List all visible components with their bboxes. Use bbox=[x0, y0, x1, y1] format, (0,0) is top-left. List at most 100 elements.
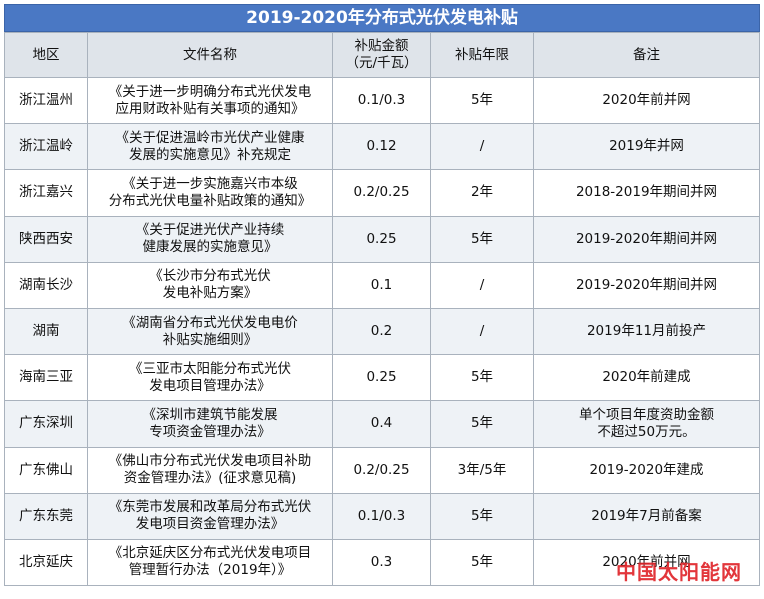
cell-years: 5年 bbox=[430, 538, 534, 587]
cell-document: 《湖南省分布式光伏发电电价 补贴实施细则》 bbox=[87, 307, 333, 356]
cell-amount: 0.2 bbox=[332, 307, 431, 356]
table-title: 2019-2020年分布式光伏发电补贴 bbox=[4, 4, 760, 32]
note-text: 2019-2020年期间并网 bbox=[575, 276, 718, 293]
cell-region: 浙江温岭 bbox=[4, 123, 88, 171]
document-text: 《长沙市分布式光伏 发电补贴方案》 bbox=[149, 268, 271, 302]
cell-note: 2020年前并网 bbox=[533, 538, 760, 587]
subsidy-table-wrapper: 2019-2020年分布式光伏发电补贴 地区 文件名称 补贴金额 （元/千瓦） … bbox=[4, 4, 760, 587]
cell-note: 2019年7月前备案 bbox=[533, 492, 760, 540]
cell-amount: 0.25 bbox=[332, 354, 431, 402]
table-row: 陕西西安 《关于促进光伏产业持续 健康发展的实施意见》 0.25 5年 2019-202… bbox=[4, 215, 760, 263]
document-text: 《关于进一步明确分布式光伏发电 应用财政补贴有关事项的通知》 bbox=[108, 83, 312, 117]
cell-note: 2020年前建成 bbox=[533, 354, 760, 402]
header-years: 补贴年限 bbox=[430, 32, 534, 78]
cell-years: / bbox=[430, 123, 534, 171]
table-body: 浙江温州 《关于进一步明确分布式光伏发电 应用财政补贴有关事项的通知》 0.1/0.… bbox=[4, 76, 760, 587]
cell-document: 《长沙市分布式光伏 发电补贴方案》 bbox=[87, 261, 333, 309]
cell-years: 5年 bbox=[430, 492, 534, 540]
cell-years: / bbox=[430, 261, 534, 309]
header-document: 文件名称 bbox=[87, 32, 333, 78]
note-text: 2019年7月前备案 bbox=[591, 507, 702, 524]
watermark-logo: 中国太阳能网 bbox=[616, 560, 742, 584]
cell-amount: 0.3 bbox=[332, 538, 431, 587]
cell-note: 2019-2020年建成 bbox=[533, 446, 760, 494]
note-text: 2020年前并网 bbox=[602, 92, 691, 109]
subsidy-table: 地区 文件名称 补贴金额 （元/千瓦） 补贴年限 备注 浙江温州 《关于进一步明确… bbox=[4, 32, 760, 587]
table-row: 北京延庆 《北京延庆区分布式光伏发电项目 管理暂行办法（2019年）》 0.3 5年 2… bbox=[4, 538, 760, 587]
cell-note: 2020年前并网 bbox=[533, 76, 760, 125]
cell-note: 2019-2020年期间并网 bbox=[533, 215, 760, 263]
cell-years: 5年 bbox=[430, 400, 534, 448]
cell-region: 北京延庆 bbox=[4, 538, 88, 587]
cell-note: 2018-2019年期间并网 bbox=[533, 169, 760, 217]
document-text: 《北京延庆区分布式光伏发电项目 管理暂行办法（2019年）》 bbox=[108, 545, 312, 579]
cell-region: 浙江温州 bbox=[4, 76, 88, 125]
header-amount-text: 补贴金额 （元/千瓦） bbox=[345, 38, 418, 71]
cell-region: 海南三亚 bbox=[4, 354, 88, 402]
cell-region: 广东东莞 bbox=[4, 492, 88, 540]
note-text: 2019年并网 bbox=[609, 138, 684, 155]
header-row: 地区 文件名称 补贴金额 （元/千瓦） 补贴年限 备注 bbox=[4, 32, 760, 78]
cell-amount: 0.1/0.3 bbox=[332, 76, 431, 125]
cell-amount: 0.12 bbox=[332, 123, 431, 171]
cell-years: 5年 bbox=[430, 354, 534, 402]
header-region: 地区 bbox=[4, 32, 88, 78]
document-text: 《湖南省分布式光伏发电电价 补贴实施细则》 bbox=[122, 314, 298, 348]
document-text: 《深圳市建筑节能发展 专项资金管理办法》 bbox=[142, 406, 278, 440]
note-text: 2019年11月前投产 bbox=[586, 323, 707, 340]
cell-document: 《北京延庆区分布式光伏发电项目 管理暂行办法（2019年）》 bbox=[87, 538, 333, 587]
table-row: 湖南长沙 《长沙市分布式光伏 发电补贴方案》 0.1/ 2019-2020年期间并网 bbox=[4, 261, 760, 309]
cell-region: 浙江嘉兴 bbox=[4, 169, 88, 217]
document-text: 《关于进一步实施嘉兴市本级 分布式光伏电量补贴政策的通知》 bbox=[108, 175, 312, 209]
cell-amount: 0.1 bbox=[332, 261, 431, 309]
cell-years: 3年/5年 bbox=[430, 446, 534, 494]
header-amount: 补贴金额 （元/千瓦） bbox=[332, 32, 431, 78]
note-text: 2019-2020年建成 bbox=[589, 461, 704, 478]
cell-document: 《关于进一步明确分布式光伏发电 应用财政补贴有关事项的通知》 bbox=[87, 76, 333, 125]
cell-amount: 0.2/0.25 bbox=[332, 446, 431, 494]
note-text: 2018-2019年期间并网 bbox=[575, 184, 718, 201]
document-text: 《佛山市分布式光伏发电项目补助 资金管理办法》(征求意见稿) bbox=[108, 453, 312, 487]
cell-note: 2019-2020年期间并网 bbox=[533, 261, 760, 309]
document-text: 《关于促进温岭市光伏产业健康 发展的实施意见》补充规定 bbox=[115, 129, 305, 163]
table-row: 湖南 《湖南省分布式光伏发电电价 补贴实施细则》 0.2/ 2019年11月前投产 bbox=[4, 307, 760, 356]
cell-amount: 0.25 bbox=[332, 215, 431, 263]
table-row: 广东东莞 《东莞市发展和改革局分布式光伏 发电项目资金管理办法》 0.1/0.3 5年… bbox=[4, 492, 760, 540]
cell-region: 广东深圳 bbox=[4, 400, 88, 448]
cell-amount: 0.2/0.25 bbox=[332, 169, 431, 217]
document-text: 《三亚市太阳能分布式光伏 发电项目管理办法》 bbox=[129, 360, 291, 394]
table-row: 广东深圳 《深圳市建筑节能发展 专项资金管理办法》 0.4 5年 单个项目年度资助金额 … bbox=[4, 400, 760, 448]
table-row: 浙江温岭 《关于促进温岭市光伏产业健康 发展的实施意见》补充规定 0.12/ 2019… bbox=[4, 123, 760, 171]
cell-document: 《深圳市建筑节能发展 专项资金管理办法》 bbox=[87, 400, 333, 448]
cell-years: 2年 bbox=[430, 169, 534, 217]
note-text: 2020年前并网 bbox=[602, 553, 691, 570]
table-row: 广东佛山 《佛山市分布式光伏发电项目补助 资金管理办法》(征求意见稿) 0.2/0.… bbox=[4, 446, 760, 494]
cell-document: 《三亚市太阳能分布式光伏 发电项目管理办法》 bbox=[87, 354, 333, 402]
cell-region: 湖南长沙 bbox=[4, 261, 88, 309]
document-text: 《关于促进光伏产业持续 健康发展的实施意见》 bbox=[135, 222, 285, 256]
cell-document: 《关于促进光伏产业持续 健康发展的实施意见》 bbox=[87, 215, 333, 263]
document-text: 《东莞市发展和改革局分布式光伏 发电项目资金管理办法》 bbox=[108, 499, 312, 533]
note-text: 单个项目年度资助金额 不超过50万元。 bbox=[579, 406, 714, 440]
cell-document: 《关于进一步实施嘉兴市本级 分布式光伏电量补贴政策的通知》 bbox=[87, 169, 333, 217]
cell-years: 5年 bbox=[430, 215, 534, 263]
table-row: 浙江嘉兴 《关于进一步实施嘉兴市本级 分布式光伏电量补贴政策的通知》 0.2/0.2… bbox=[4, 169, 760, 217]
cell-note: 2019年并网 bbox=[533, 123, 760, 171]
cell-region: 广东佛山 bbox=[4, 446, 88, 494]
cell-years: / bbox=[430, 307, 534, 356]
cell-note: 单个项目年度资助金额 不超过50万元。 bbox=[533, 400, 760, 448]
cell-amount: 0.1/0.3 bbox=[332, 492, 431, 540]
header-note: 备注 bbox=[533, 32, 760, 78]
cell-document: 《关于促进温岭市光伏产业健康 发展的实施意见》补充规定 bbox=[87, 123, 333, 171]
note-text: 2020年前建成 bbox=[602, 369, 691, 386]
table-row: 海南三亚 《三亚市太阳能分布式光伏 发电项目管理办法》 0.25 5年 2020年前建成 bbox=[4, 354, 760, 402]
cell-document: 《东莞市发展和改革局分布式光伏 发电项目资金管理办法》 bbox=[87, 492, 333, 540]
cell-amount: 0.4 bbox=[332, 400, 431, 448]
cell-region: 湖南 bbox=[4, 307, 88, 356]
cell-document: 《佛山市分布式光伏发电项目补助 资金管理办法》(征求意见稿) bbox=[87, 446, 333, 494]
cell-region: 陕西西安 bbox=[4, 215, 88, 263]
cell-note: 2019年11月前投产 bbox=[533, 307, 760, 356]
note-text: 2019-2020年期间并网 bbox=[575, 230, 718, 247]
table-row: 浙江温州 《关于进一步明确分布式光伏发电 应用财政补贴有关事项的通知》 0.1/0.… bbox=[4, 76, 760, 125]
cell-years: 5年 bbox=[430, 76, 534, 125]
